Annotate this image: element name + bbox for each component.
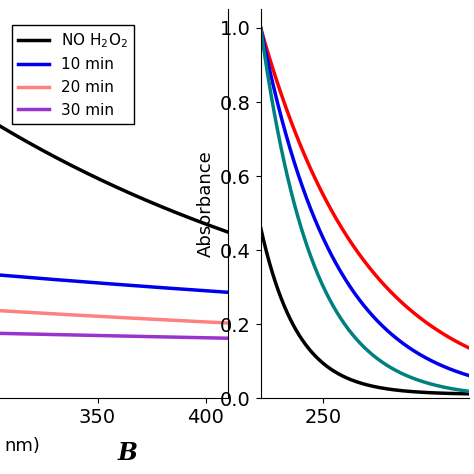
Text: nm): nm) — [5, 437, 40, 455]
Y-axis label: Absorbance: Absorbance — [197, 150, 215, 257]
Legend: NO H$_2$O$_2$, 10 min, 20 min, 30 min: NO H$_2$O$_2$, 10 min, 20 min, 30 min — [12, 25, 134, 124]
Text: B: B — [118, 440, 138, 465]
